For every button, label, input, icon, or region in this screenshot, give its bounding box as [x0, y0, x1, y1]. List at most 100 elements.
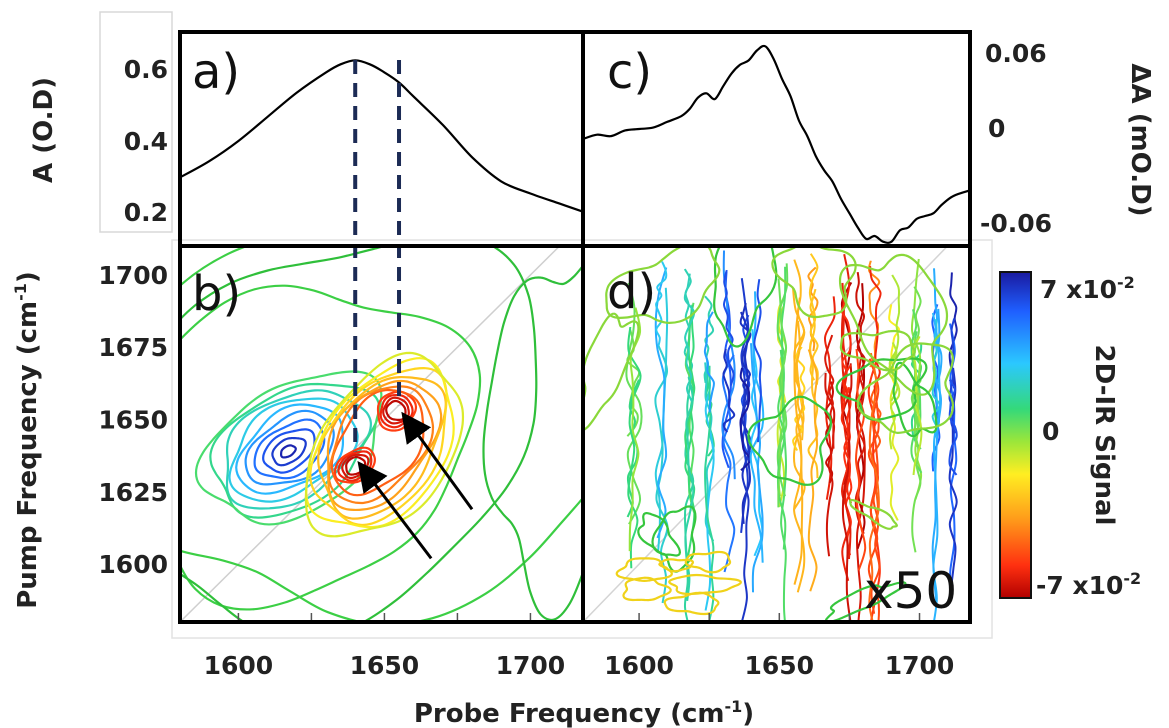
noise-contour [867, 385, 881, 614]
noise-contour [854, 356, 866, 535]
colorbar-mid-label: 0 [1042, 417, 1059, 446]
noise-contour [721, 354, 736, 573]
contour-weak [668, 573, 742, 596]
panel-b-ytick: 1700 [98, 261, 168, 290]
contour-weak [663, 591, 720, 616]
noise-contour [932, 312, 942, 620]
panel-b-ytick: 1625 [98, 478, 168, 507]
contour-zero [856, 342, 955, 434]
contour-zero [180, 284, 482, 611]
noise-contour [739, 367, 752, 472]
dashed-guides [353, 60, 402, 452]
contour-zero [849, 498, 899, 530]
noise-contour [704, 360, 715, 611]
noise-contour [948, 318, 957, 434]
noise-contour [824, 334, 836, 449]
noise-contour [655, 261, 668, 347]
contour-zero [835, 357, 928, 421]
noise-contour [910, 309, 923, 474]
noise-contour [750, 329, 764, 557]
contour-zero [824, 581, 907, 620]
panel-b-ytick: 1650 [98, 406, 168, 435]
contour-negative [317, 375, 447, 520]
panel-label-b: b) [192, 266, 241, 322]
noise-contour [867, 358, 880, 620]
contour-zero [892, 361, 938, 438]
contour-positive [253, 418, 326, 480]
panel-d-contours [583, 248, 958, 620]
colorbar-title: 2D-IR Signal [1089, 345, 1119, 526]
contour-negative [304, 351, 465, 538]
panel-d-frame [581, 244, 972, 624]
panel-d-xtick: 1600 [604, 651, 674, 680]
noise-contour [949, 323, 958, 599]
noise-contour [823, 296, 836, 500]
panel-b-ytick: 1675 [98, 333, 168, 362]
contour-positive [244, 409, 335, 486]
noise-contour [654, 267, 668, 539]
panel-b-yticks: 1700 1675 1650 1625 1600 [98, 261, 168, 579]
noise-contour [776, 263, 789, 497]
noise-contour [855, 271, 866, 381]
noise-contour [868, 352, 880, 620]
contour-zero [839, 329, 916, 372]
noise-contour [793, 320, 806, 593]
scale-annotation-x50: x50 [864, 562, 957, 620]
x-ticks: 1600 1650 1700 1600 1650 1700 [204, 613, 955, 680]
contour-negative [305, 357, 455, 529]
contour-positive [262, 428, 316, 474]
noise-contour [723, 269, 735, 386]
panel-c-ytick-1: 0.06 [985, 39, 1047, 68]
panel-c-ytick-3: -0.06 [980, 209, 1052, 238]
noise-contour [750, 343, 764, 593]
colorbar [999, 271, 1032, 599]
panel-label-a: a) [192, 44, 240, 100]
contour-weak [658, 558, 695, 573]
noise-contour [867, 260, 881, 368]
panel-label-c: c) [607, 44, 652, 100]
noise-contour [703, 311, 715, 413]
contour-positive [235, 403, 345, 495]
contour-zero [747, 395, 833, 486]
arrow [357, 461, 433, 560]
panel-b-xtick: 1600 [204, 651, 274, 680]
contour-positive [228, 397, 359, 503]
panel-b-ylabel: Pump Frequency (cm-1) [11, 271, 43, 609]
noise-contour [869, 265, 882, 400]
noise-contour [776, 266, 787, 550]
panel-b-xtick: 1650 [350, 651, 420, 680]
contour-positive [209, 382, 381, 519]
panel-d-xtick: 1700 [885, 651, 955, 680]
panel-b-contours [180, 248, 581, 620]
colorbar-max-label: 7 x10-2 [1040, 273, 1135, 304]
panel-a-absorption-line [179, 59, 584, 213]
noise-contour [807, 349, 819, 592]
contour-negative [385, 399, 407, 422]
noise-contour [854, 349, 867, 571]
panel-c-ytick-2: 0 [988, 114, 1005, 143]
peak-arrows [357, 411, 474, 560]
contour-zero [713, 248, 778, 348]
noise-contour [753, 279, 762, 443]
panel-d-xtick: 1650 [745, 651, 815, 680]
panel-c-difference-line [582, 44, 971, 244]
noise-contour [705, 368, 715, 457]
colorbar-min-label: -7 x10-2 [1036, 569, 1141, 600]
noise-contour [625, 282, 643, 525]
panel-b-xtick: 1700 [496, 651, 566, 680]
contour-weak [622, 576, 672, 602]
panel-a-ylabel: A (O.D) [29, 77, 59, 183]
noise-contour [627, 326, 642, 569]
contour-negative [326, 379, 443, 512]
contour-zero [838, 253, 949, 396]
contour-zero [771, 248, 857, 319]
noise-contour [777, 278, 788, 508]
noise-contour [739, 302, 752, 406]
panel-a-ytick-3: 0.2 [124, 198, 168, 227]
noise-contour [741, 376, 751, 620]
panel-c-ylabel: ΔA (mO.D) [1125, 63, 1155, 216]
label-box-a [99, 11, 173, 233]
arrow [401, 411, 474, 511]
panel-a-ytick-1: 0.6 [124, 55, 168, 84]
